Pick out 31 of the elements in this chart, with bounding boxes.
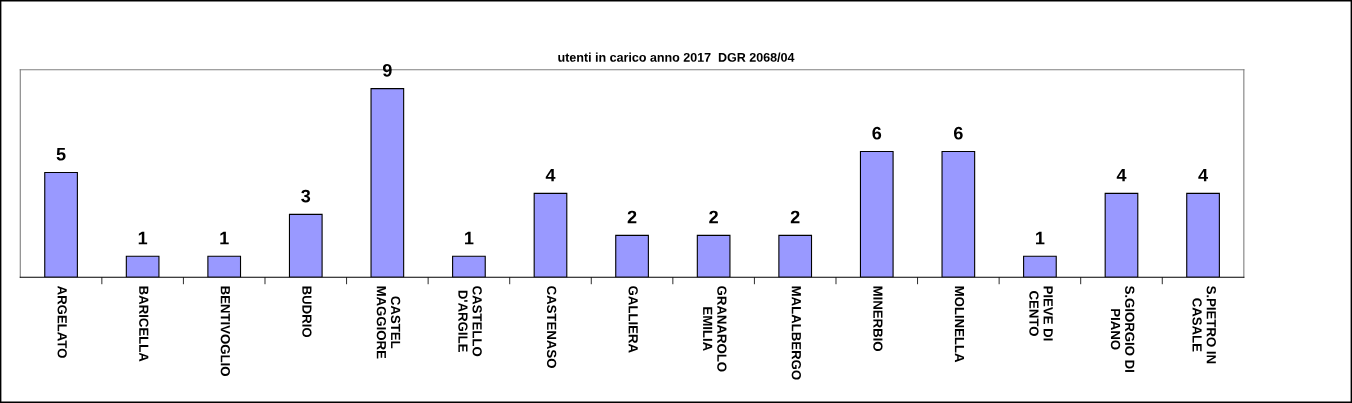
x-tick-label: S.PIETRO IN CASALE [1192, 285, 1216, 364]
x-tick-label: PIEVE DI CENTO [1029, 286, 1053, 341]
x-tick-label: S.GIORGIO DI PIANO [1110, 285, 1135, 372]
chart-title: utenti in carico anno 2017 DGR 2068/04 [558, 52, 795, 62]
x-tick-label: MALALBERGO [791, 286, 801, 380]
data-label: 2 [627, 210, 637, 224]
data-label: 4 [1116, 168, 1127, 182]
data-label: 1 [465, 231, 474, 245]
data-label: 6 [953, 126, 963, 140]
data-label: 1 [138, 231, 148, 245]
x-tick-label: CASTELLO D'ARGILE [458, 286, 482, 357]
data-label: 5 [56, 147, 66, 161]
data-label: 2 [790, 210, 800, 224]
data-label: 9 [382, 63, 392, 77]
x-tick-label: MINERBIO [873, 286, 883, 352]
x-tick-label: GALLIERA [628, 286, 638, 353]
data-label: 1 [1036, 231, 1045, 245]
x-tick-label: GRANAROLO EMILIA [703, 286, 727, 372]
x-tick-label: BARICELLA [139, 286, 149, 362]
x-tick-label: BUDRIO [302, 286, 312, 338]
data-label: 1 [220, 231, 229, 245]
data-label: 2 [709, 210, 718, 224]
x-tick-label: ARGELATO [57, 285, 67, 358]
x-tick-label: BENTIVOGLIO [220, 286, 231, 376]
data-label: 4 [545, 168, 556, 182]
x-tick-label: CASTENASO [546, 286, 557, 368]
data-label: 6 [872, 126, 882, 140]
data-label: 4 [1198, 168, 1208, 182]
x-tick-label: CASTEL MAGGIORE [376, 286, 401, 359]
x-tick-label: MOLINELLA [954, 286, 965, 363]
data-label: 3 [301, 189, 311, 203]
